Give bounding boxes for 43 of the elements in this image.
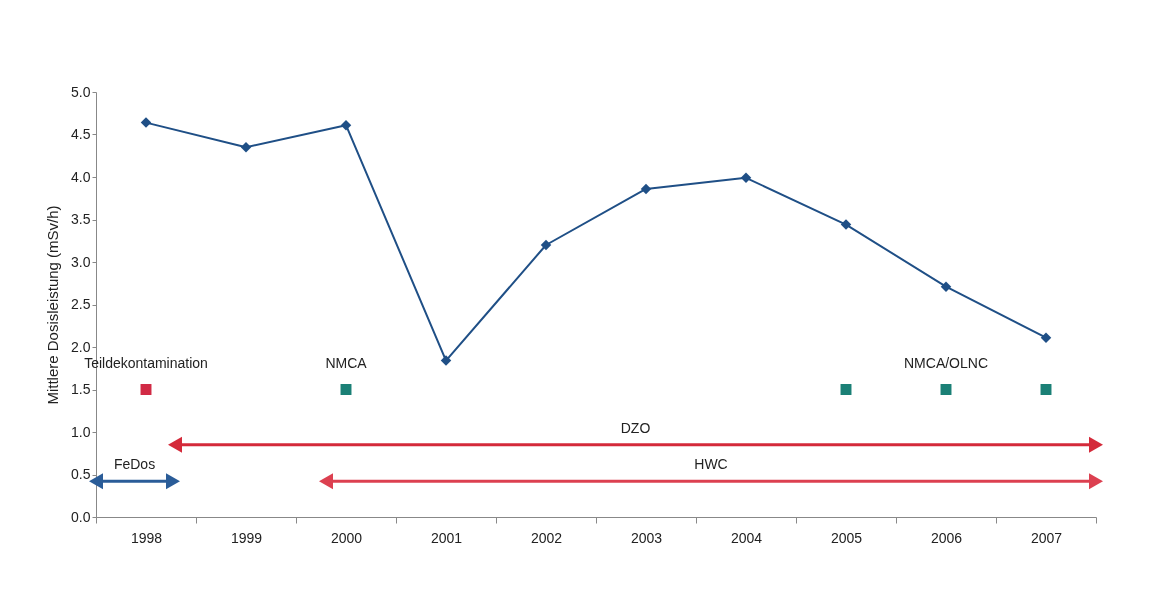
y-tick-label: 1.5 xyxy=(71,381,91,397)
y-tick-label: 5.0 xyxy=(71,83,91,100)
x-tick-label: 1999 xyxy=(230,529,263,546)
series-label: DZO xyxy=(620,419,651,436)
x-tick-label: 2003 xyxy=(630,529,663,546)
point xyxy=(840,384,852,395)
point xyxy=(440,355,452,366)
point xyxy=(240,142,252,153)
point xyxy=(640,183,652,195)
point xyxy=(340,384,352,395)
point xyxy=(140,384,152,395)
y-axis-title: Mittlere Dosisleistung (mSv/h) xyxy=(44,205,62,405)
y-tick-label: 0.0 xyxy=(71,508,91,525)
y-tick-label: 1.0 xyxy=(71,423,91,440)
series-label: HWC xyxy=(694,456,728,473)
series-label: NMCA/OLNC xyxy=(903,354,989,371)
series-label: NMCA xyxy=(325,354,368,371)
x-tick-label: 1998 xyxy=(130,529,163,546)
point xyxy=(1040,332,1052,343)
y-tick-label: 3.0 xyxy=(71,253,91,270)
x-tick-label: 2000 xyxy=(330,529,363,546)
x-tick-label: 2005 xyxy=(830,529,863,546)
y-tick-label: 2.0 xyxy=(71,338,91,355)
x-tick-label: 2001 xyxy=(430,529,463,546)
x-tick-label: 2006 xyxy=(930,529,963,546)
y-tick-label: 0.5 xyxy=(71,466,91,482)
point xyxy=(840,219,852,230)
y-tick-label: 3.5 xyxy=(71,211,91,227)
point xyxy=(740,172,752,184)
series-label: FeDos xyxy=(113,456,156,473)
series-label: Teildekontamination xyxy=(84,354,208,371)
point xyxy=(940,384,952,395)
point xyxy=(340,119,352,131)
x-tick-label: 2004 xyxy=(730,529,763,546)
x-tick-label: 2002 xyxy=(530,529,563,546)
y-tick-label: 2.5 xyxy=(71,296,91,312)
point xyxy=(1040,384,1052,395)
point xyxy=(940,281,952,292)
point xyxy=(140,117,152,128)
y-tick-label: 4.5 xyxy=(71,126,91,142)
x-tick-label: 2007 xyxy=(1030,529,1063,546)
y-tick-label: 4.0 xyxy=(71,168,91,185)
point xyxy=(540,239,552,251)
